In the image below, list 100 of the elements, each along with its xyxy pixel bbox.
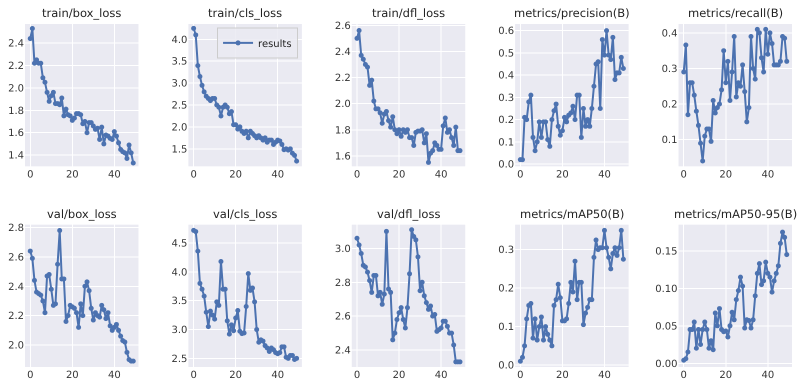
x-tick-label: 40 — [271, 370, 284, 381]
y-tick-label: 4.0 — [171, 267, 188, 278]
point — [738, 274, 743, 280]
point — [706, 346, 712, 351]
point — [560, 128, 565, 134]
point — [520, 354, 525, 360]
y-tick-label: 2.0 — [171, 122, 188, 134]
point — [704, 327, 710, 332]
y-tick-label: 2.4 — [8, 282, 24, 293]
point — [380, 120, 385, 126]
x-tick-label: 40 — [761, 370, 774, 381]
point — [566, 301, 572, 306]
point — [549, 343, 554, 348]
point — [681, 70, 686, 75]
y-tick-label: 2.0 — [8, 83, 24, 94]
y-tick-label: 2.8 — [334, 278, 351, 289]
point — [90, 318, 96, 323]
y-tick-label: 0.4 — [498, 70, 514, 82]
point — [714, 105, 720, 110]
point — [740, 62, 746, 68]
point — [583, 310, 588, 316]
point — [358, 250, 364, 256]
point — [583, 124, 588, 129]
point — [95, 126, 100, 131]
point — [254, 327, 260, 332]
point — [108, 323, 113, 328]
point — [591, 254, 596, 260]
y-tick-label: 3.5 — [171, 296, 188, 308]
point — [407, 271, 412, 276]
point — [685, 350, 690, 355]
y-tick-label: 0.5 — [498, 48, 514, 60]
point — [367, 278, 372, 284]
point — [116, 328, 122, 333]
chart-title: train/dfl_loss — [372, 6, 446, 20]
point — [200, 286, 205, 292]
point — [730, 310, 735, 315]
point — [388, 290, 394, 295]
point — [74, 310, 79, 316]
x-tick-label: 0 — [680, 370, 687, 381]
point — [536, 119, 542, 124]
y-tick-label: 0.2 — [498, 284, 514, 295]
point — [294, 158, 300, 164]
y-tick-label: 2.5 — [171, 354, 188, 365]
x-tick-label: 20 — [719, 370, 732, 381]
point — [754, 270, 760, 276]
point — [719, 87, 724, 92]
point — [685, 112, 690, 118]
point — [692, 320, 697, 325]
x-tick-label: 0 — [517, 169, 524, 180]
y-tick-label: 2.6 — [8, 252, 24, 264]
y-tick-label: 0.4 — [662, 28, 678, 40]
y-tick-label: 2.0 — [8, 340, 24, 352]
point — [534, 338, 540, 343]
point — [750, 317, 756, 322]
point — [231, 328, 236, 334]
point — [365, 64, 370, 70]
point — [552, 302, 557, 308]
point — [438, 326, 444, 331]
chart-title: train/cls_loss — [208, 6, 282, 20]
point — [388, 124, 394, 130]
point — [730, 70, 735, 75]
point — [696, 327, 701, 332]
point — [82, 284, 88, 289]
point — [618, 228, 624, 233]
point — [710, 98, 716, 104]
y-tick-label: 0.0 — [498, 360, 514, 372]
point — [610, 34, 616, 40]
point — [124, 156, 130, 161]
x-tick-label: 0 — [680, 169, 687, 180]
point — [602, 228, 607, 233]
point — [694, 346, 699, 351]
x-tick-label: 40 — [108, 370, 121, 381]
point — [712, 310, 718, 316]
point — [748, 34, 754, 39]
point — [784, 58, 790, 64]
y-tick-label: 2.4 — [334, 346, 351, 357]
point — [734, 94, 739, 100]
point — [48, 286, 54, 292]
y-tick-label: 2.0 — [334, 99, 351, 110]
y-tick-label: 3.0 — [334, 244, 351, 255]
point — [549, 117, 554, 122]
point — [604, 28, 610, 34]
point — [242, 330, 247, 336]
point — [742, 89, 748, 94]
point — [59, 95, 64, 100]
point — [736, 288, 741, 294]
point — [612, 245, 618, 250]
point — [554, 102, 559, 107]
point — [698, 140, 704, 146]
point — [444, 324, 450, 329]
point — [354, 36, 360, 41]
point — [415, 254, 420, 260]
point — [532, 148, 538, 154]
point — [547, 144, 552, 149]
point — [540, 338, 546, 343]
chart-title: metrics/mAP50(B) — [520, 207, 624, 221]
chart-title: metrics/mAP50-95(B) — [674, 207, 798, 221]
point — [727, 323, 732, 328]
y-tick-label: 0.3 — [498, 245, 514, 256]
point — [568, 280, 574, 285]
